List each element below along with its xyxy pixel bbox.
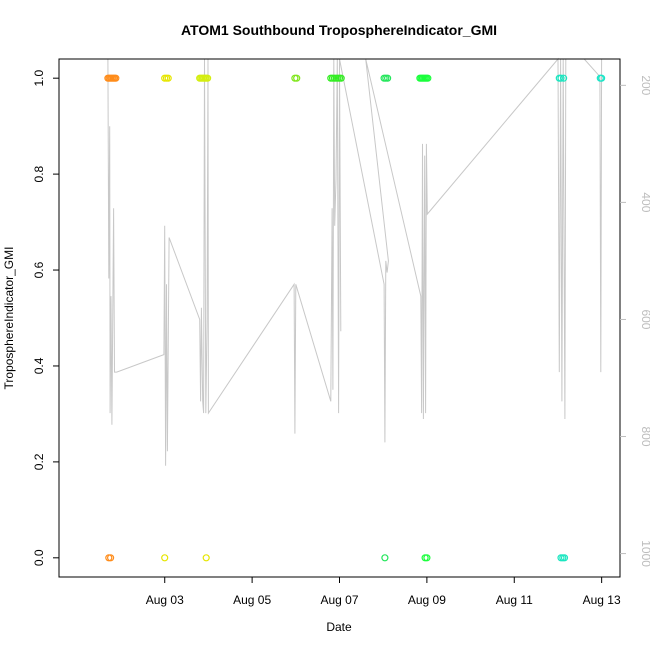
data-point	[423, 554, 431, 562]
pressure-trace	[107, 57, 603, 466]
data-point	[384, 74, 392, 82]
x-tick-label: Aug 11	[496, 593, 533, 607]
x-tick-label: Aug 07	[320, 593, 358, 607]
secondary-y-tick-label: 800	[639, 427, 650, 447]
data-point	[557, 74, 565, 82]
data-point	[204, 74, 212, 82]
y-axis-label: TroposphereIndicator_GMI	[2, 247, 16, 390]
plot-area	[104, 57, 606, 562]
y-tick-label: 1.0	[32, 70, 46, 87]
x-tick-label: Aug 03	[146, 593, 184, 607]
data-point	[559, 74, 568, 82]
chart-title: ATOM1 Southbound TroposphereIndicator_GM…	[181, 22, 497, 38]
x-axis: Aug 03 Aug 05 Aug 07 Aug 09 Aug 11 Aug 13	[146, 577, 621, 607]
data-point	[424, 74, 432, 82]
secondary-y-axis: 200 400 600 800 1000	[620, 75, 650, 567]
y-tick-label: 0.2	[32, 453, 46, 470]
y-tick-label: 0.8	[32, 165, 46, 182]
x-tick-label: Aug 05	[233, 593, 271, 607]
data-points	[104, 74, 606, 562]
data-point	[381, 554, 389, 562]
data-point	[164, 74, 172, 82]
data-point	[202, 554, 210, 562]
secondary-y-tick-label: 600	[639, 309, 650, 329]
pressure-trace-line	[107, 57, 603, 466]
x-tick-label: Aug 13	[583, 593, 621, 607]
data-point	[106, 554, 115, 562]
y-tick-label: 0.0	[32, 549, 46, 566]
data-point	[112, 74, 120, 82]
data-point	[560, 554, 569, 562]
y-tick-label: 0.6	[32, 261, 46, 278]
data-point	[597, 74, 606, 82]
data-point	[293, 74, 301, 82]
x-tick-label: Aug 09	[408, 593, 446, 607]
x-axis-label: Date	[326, 620, 352, 634]
secondary-y-tick-label: 200	[639, 75, 650, 95]
y-axis: 0.0 0.2 0.4 0.6 0.8 1.0	[32, 70, 59, 566]
data-point	[337, 74, 345, 82]
secondary-y-tick-label: 1000	[639, 540, 650, 567]
secondary-y-tick-label: 400	[639, 192, 650, 212]
data-point	[161, 554, 169, 562]
y-tick-label: 0.4	[32, 357, 46, 374]
